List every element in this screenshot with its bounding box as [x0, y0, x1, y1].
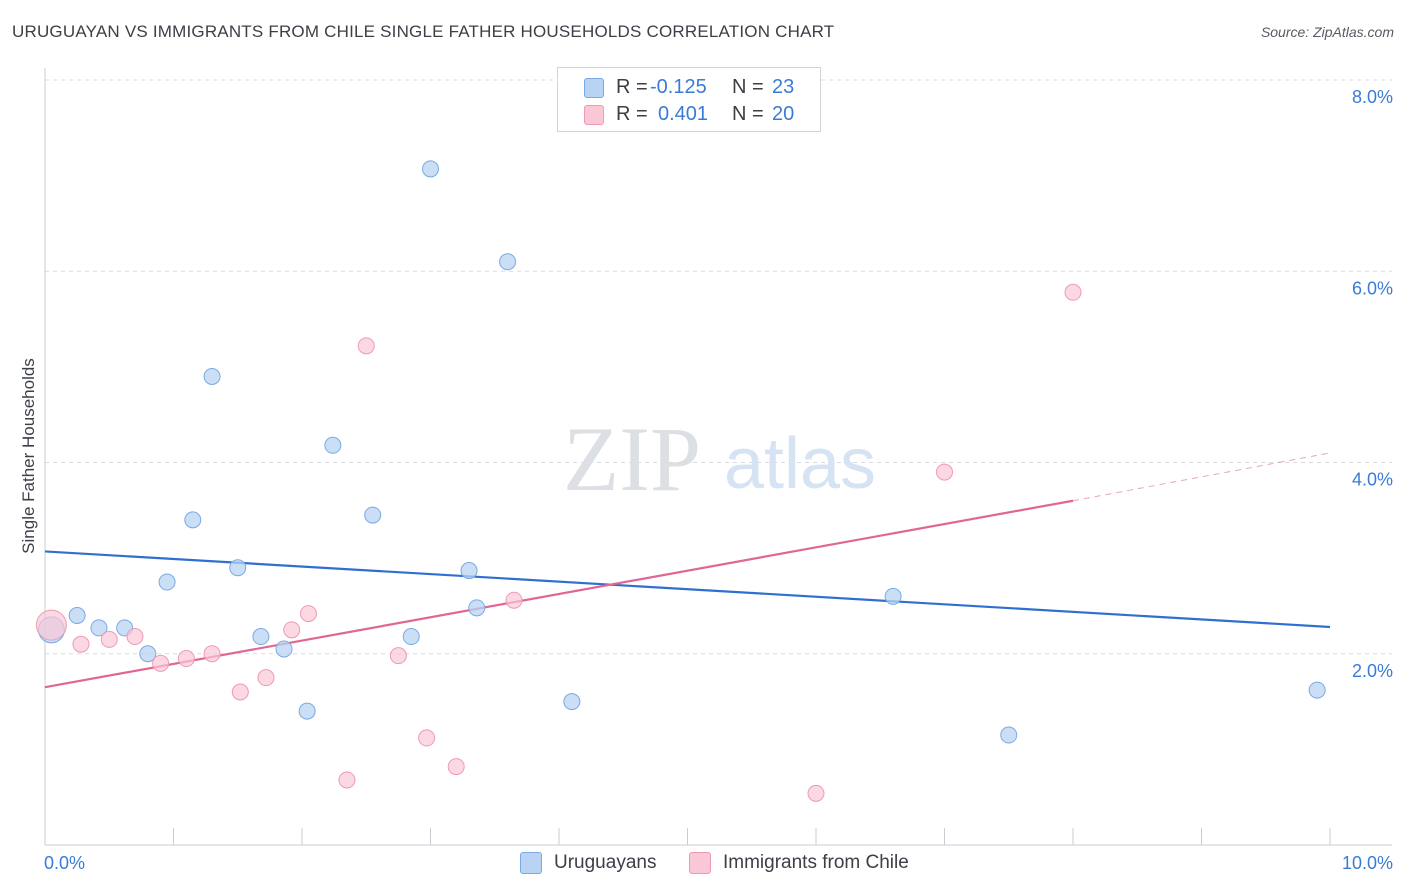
point-chile [257, 669, 275, 687]
legend-item-chile: Immigrants from Chile [689, 852, 909, 874]
chile-n-value: 20 [772, 102, 795, 125]
y-tick-label: 2.0% [1352, 661, 1393, 681]
point-chile [338, 771, 356, 789]
point-uruguayans [1308, 681, 1326, 699]
y-tick-label: 8.0% [1352, 87, 1393, 107]
x-tick-label-end: 10.0% [1342, 853, 1393, 873]
point-uruguayans [139, 645, 157, 663]
point-chile [203, 645, 221, 663]
data-points [35, 160, 1326, 802]
point-chile [72, 635, 90, 653]
point-uruguayans [68, 607, 86, 624]
point-chile [418, 729, 436, 747]
point-uruguayans [252, 628, 270, 646]
point-uruguayans [884, 587, 902, 605]
tick-labels: 2.0% 4.0% 6.0% 8.0% 0.0% 10.0% [44, 87, 1393, 873]
point-uruguayans [229, 559, 247, 577]
point-chile [389, 647, 407, 665]
point-uruguayans [203, 367, 221, 385]
legend-label-uruguayans: Uruguayans [554, 852, 657, 873]
point-uruguayans [460, 562, 478, 580]
point-uruguayans [468, 599, 486, 617]
point-chile [177, 650, 195, 668]
legend-label-chile: Immigrants from Chile [723, 852, 909, 873]
trend-line-uruguayans [44, 550, 1331, 629]
stats-legend: R = -0.125 N = 23 R = 0.401 N = 20 [557, 67, 821, 132]
point-chile [807, 784, 825, 802]
watermark-zip: ZIP [563, 408, 701, 510]
point-uruguayans [298, 702, 316, 720]
uruguayans-r-value: -0.125 [650, 75, 707, 98]
point-uruguayans [158, 573, 176, 591]
legend-swatch-chile [689, 852, 711, 874]
point-uruguayans [90, 619, 108, 637]
chile-r-value: 0.401 [658, 102, 709, 125]
point-chile [1064, 283, 1082, 301]
chart-title: URUGUAYAN VS IMMIGRANTS FROM CHILE SINGL… [12, 22, 835, 41]
point-chile [299, 605, 317, 623]
y-tick-label: 4.0% [1352, 470, 1393, 490]
axes [44, 68, 1392, 846]
point-chile [447, 758, 465, 776]
y-axis-label: Single Father Households [19, 358, 38, 554]
chile-n-label: N = [732, 102, 764, 125]
point-uruguayans [324, 436, 342, 454]
point-uruguayans [422, 160, 439, 178]
point-uruguayans [275, 640, 293, 658]
chile-swatch [584, 105, 604, 125]
point-chile [283, 621, 301, 639]
point-uruguayans [1000, 726, 1018, 744]
watermark-atlas: atlas [724, 424, 876, 504]
uruguayans-n-label: N = [732, 75, 764, 98]
y-tick-label: 6.0% [1352, 278, 1393, 298]
point-uruguayans [364, 506, 382, 524]
point-uruguayans [563, 693, 581, 711]
uruguayans-n-value: 23 [772, 75, 795, 98]
point-chile [126, 628, 144, 646]
legend-swatch-uruguayans [520, 852, 542, 874]
point-chile [231, 683, 249, 701]
point-uruguayans [402, 628, 420, 646]
point-chile [100, 630, 118, 648]
point-uruguayans [184, 511, 202, 529]
x-tick-label-start: 0.0% [44, 853, 85, 873]
point-chile [357, 337, 375, 355]
point-chile [35, 609, 67, 641]
point-uruguayans [499, 253, 517, 271]
chile-r-label: R = [616, 102, 648, 125]
trend-line-chile [44, 499, 1074, 689]
uruguayans-r-label: R = [616, 75, 648, 98]
point-chile [152, 654, 170, 672]
grid-lines [45, 79, 1392, 655]
legend-item-uruguayans: Uruguayans [520, 852, 656, 874]
uruguayans-swatch [584, 78, 604, 98]
source-label: Source: ZipAtlas.com [1260, 24, 1394, 40]
point-chile [936, 463, 953, 481]
trend-line-chile-extension [1072, 452, 1331, 502]
point-chile [505, 591, 523, 609]
